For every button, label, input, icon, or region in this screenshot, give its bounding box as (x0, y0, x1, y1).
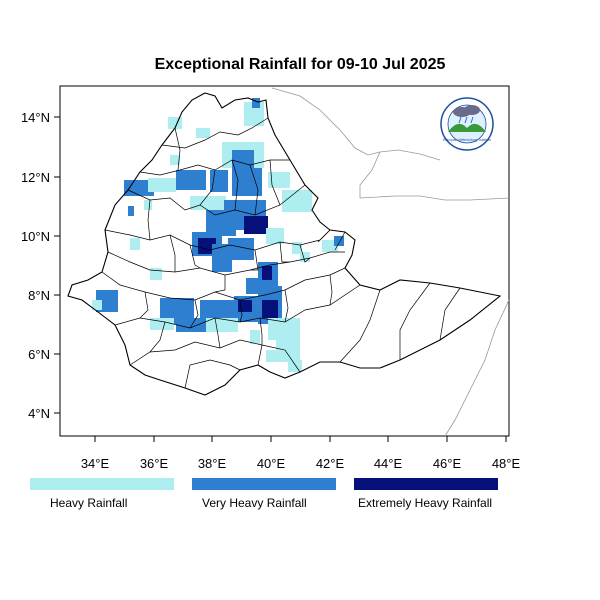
rainfall-cell (228, 238, 254, 260)
rainfall-cell (150, 318, 174, 330)
lat-tick-6n: 6°N (28, 347, 50, 362)
rainfall-cell (266, 350, 282, 362)
legend-swatch-heavy (30, 478, 174, 490)
rainfall-cell (212, 244, 232, 272)
rainfall-cell (262, 266, 272, 280)
rainfall-cells (92, 98, 344, 372)
rainfall-cell (130, 238, 140, 250)
legend-swatch-very-heavy (192, 478, 336, 490)
rainfall-cell (262, 300, 278, 318)
lon-tick-46e: 46°E (433, 456, 462, 471)
rainfall-cell (128, 206, 134, 216)
legend-label-extremely-heavy: Extremely Heavy Rainfall (358, 496, 493, 510)
lat-tick-12n: 12°N (21, 170, 50, 185)
logo-text: Ethiopian Meteorology Institute (443, 138, 491, 142)
rainfall-cell (176, 318, 206, 332)
rainfall-cell (268, 318, 300, 340)
lon-tick-38e: 38°E (198, 456, 227, 471)
rainfall-cell (198, 238, 216, 254)
rainfall-cell (268, 172, 290, 188)
ethiopian-meteorology-institute-logo: Ethiopian Meteorology Institute (440, 97, 494, 151)
map-title: Exceptional Rainfall for 09-10 Jul 2025 (154, 56, 446, 73)
rainfall-cell (144, 200, 152, 210)
lon-tick-34e: 34°E (81, 456, 110, 471)
lat-tick-4n: 4°N (28, 406, 50, 421)
rainfall-cell (266, 228, 284, 244)
legend-label-heavy: Heavy Rainfall (50, 496, 128, 510)
rainfall-cell (282, 190, 312, 212)
lat-tick-8n: 8°N (28, 288, 50, 303)
rainfall-cell (148, 178, 176, 192)
lon-tick-48e: 48°E (492, 456, 521, 471)
lon-tick-40e: 40°E (257, 456, 286, 471)
lat-tick-10n: 10°N (21, 229, 50, 244)
rainfall-cell (288, 360, 302, 372)
rainfall-cell (176, 170, 206, 190)
rainfall-cell (252, 98, 260, 108)
rainfall-cell (292, 242, 302, 254)
rainfall-cell (250, 330, 260, 344)
rainfall-cell (190, 196, 226, 210)
lon-tick-36e: 36°E (140, 456, 169, 471)
rainfall-cell (210, 170, 228, 192)
legend-swatch-extremely-heavy (354, 478, 498, 490)
rainfall-cell (206, 318, 238, 332)
lon-tick-42e: 42°E (316, 456, 345, 471)
rainfall-cell (334, 236, 344, 246)
regional-borders (101, 117, 461, 389)
rainfall-cell (196, 128, 210, 138)
lat-tick-14n: 14°N (21, 110, 50, 125)
rainfall-cell (232, 150, 254, 168)
lon-tick-44e: 44°E (374, 456, 403, 471)
rainfall-cell (170, 155, 180, 165)
rainfall-cell (200, 300, 234, 318)
neighbor-borders (271, 87, 510, 437)
rainfall-cell (92, 300, 102, 310)
axis-ticks (54, 116, 507, 442)
legend-label-very-heavy: Very Heavy Rainfall (202, 496, 307, 510)
rainfall-cell (244, 216, 268, 234)
rainfall-cell (300, 252, 310, 262)
